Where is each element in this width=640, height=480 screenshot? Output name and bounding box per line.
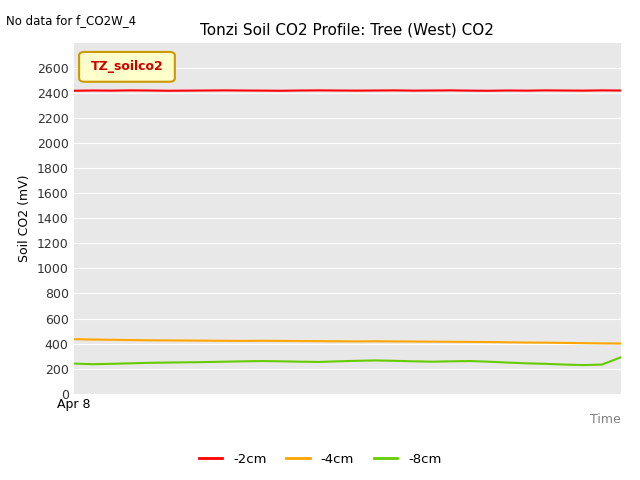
- -8cm: [561, 362, 568, 368]
- -4cm: [523, 340, 531, 346]
- -2cm: [126, 87, 134, 93]
- -4cm: [221, 338, 228, 344]
- -4cm: [126, 337, 134, 343]
- -8cm: [145, 360, 153, 366]
- -2cm: [145, 88, 153, 94]
- -4cm: [579, 340, 587, 346]
- -4cm: [617, 341, 625, 347]
- -8cm: [447, 359, 455, 364]
- -8cm: [221, 359, 228, 365]
- -2cm: [183, 88, 191, 94]
- -8cm: [466, 358, 474, 364]
- -4cm: [541, 340, 549, 346]
- -8cm: [485, 359, 493, 365]
- -2cm: [523, 88, 531, 94]
- -4cm: [353, 338, 360, 344]
- -4cm: [485, 339, 493, 345]
- -2cm: [296, 88, 304, 94]
- -2cm: [202, 88, 209, 94]
- Y-axis label: Soil CO2 (mV): Soil CO2 (mV): [19, 175, 31, 262]
- -4cm: [164, 337, 172, 343]
- -2cm: [108, 88, 115, 94]
- Text: No data for f_CO2W_4: No data for f_CO2W_4: [6, 14, 136, 27]
- -2cm: [447, 87, 455, 93]
- -2cm: [372, 88, 380, 94]
- -8cm: [70, 360, 77, 366]
- -8cm: [164, 360, 172, 365]
- -4cm: [428, 339, 436, 345]
- -4cm: [447, 339, 455, 345]
- -8cm: [108, 361, 115, 367]
- -4cm: [466, 339, 474, 345]
- -4cm: [145, 337, 153, 343]
- -2cm: [88, 88, 96, 94]
- -8cm: [579, 362, 587, 368]
- -4cm: [334, 338, 342, 344]
- -4cm: [296, 338, 304, 344]
- -2cm: [504, 88, 511, 94]
- -4cm: [372, 338, 380, 344]
- Line: -8cm: -8cm: [74, 357, 621, 365]
- -8cm: [428, 359, 436, 365]
- Line: -4cm: -4cm: [74, 339, 621, 344]
- -4cm: [410, 339, 417, 345]
- -8cm: [617, 354, 625, 360]
- -8cm: [315, 359, 323, 365]
- Title: Tonzi Soil CO2 Profile: Tree (West) CO2: Tonzi Soil CO2 Profile: Tree (West) CO2: [200, 23, 494, 38]
- -8cm: [126, 360, 134, 366]
- -8cm: [353, 358, 360, 364]
- -2cm: [466, 88, 474, 94]
- -4cm: [108, 337, 115, 343]
- -8cm: [410, 359, 417, 364]
- -4cm: [390, 338, 398, 344]
- -8cm: [541, 361, 549, 367]
- -8cm: [239, 359, 247, 364]
- -8cm: [202, 359, 209, 365]
- -8cm: [598, 362, 606, 368]
- -8cm: [523, 360, 531, 366]
- -2cm: [334, 88, 342, 94]
- -2cm: [561, 88, 568, 94]
- -8cm: [259, 358, 266, 364]
- -2cm: [70, 88, 77, 94]
- -8cm: [372, 358, 380, 363]
- FancyBboxPatch shape: [79, 52, 175, 82]
- -2cm: [598, 87, 606, 93]
- -2cm: [164, 88, 172, 94]
- -2cm: [221, 87, 228, 93]
- -2cm: [239, 88, 247, 94]
- -2cm: [390, 87, 398, 93]
- -4cm: [504, 339, 511, 345]
- -4cm: [70, 336, 77, 342]
- -8cm: [277, 359, 285, 364]
- -2cm: [579, 88, 587, 94]
- -4cm: [277, 338, 285, 344]
- Text: TZ_soilco2: TZ_soilco2: [91, 60, 163, 73]
- -8cm: [390, 358, 398, 364]
- -8cm: [183, 360, 191, 365]
- -4cm: [561, 340, 568, 346]
- -4cm: [598, 340, 606, 346]
- -2cm: [315, 87, 323, 93]
- Text: Time: Time: [590, 413, 621, 426]
- -2cm: [541, 87, 549, 93]
- -2cm: [485, 88, 493, 94]
- -4cm: [88, 336, 96, 342]
- -4cm: [183, 337, 191, 343]
- -8cm: [296, 359, 304, 365]
- -4cm: [202, 338, 209, 344]
- -8cm: [334, 359, 342, 364]
- -2cm: [428, 88, 436, 94]
- -8cm: [504, 360, 511, 365]
- -2cm: [617, 88, 625, 94]
- -4cm: [259, 338, 266, 344]
- -4cm: [315, 338, 323, 344]
- -2cm: [410, 88, 417, 94]
- -2cm: [259, 88, 266, 94]
- -2cm: [277, 88, 285, 94]
- -2cm: [353, 88, 360, 94]
- Legend: -2cm, -4cm, -8cm: -2cm, -4cm, -8cm: [193, 447, 447, 471]
- -8cm: [88, 361, 96, 367]
- -4cm: [239, 338, 247, 344]
